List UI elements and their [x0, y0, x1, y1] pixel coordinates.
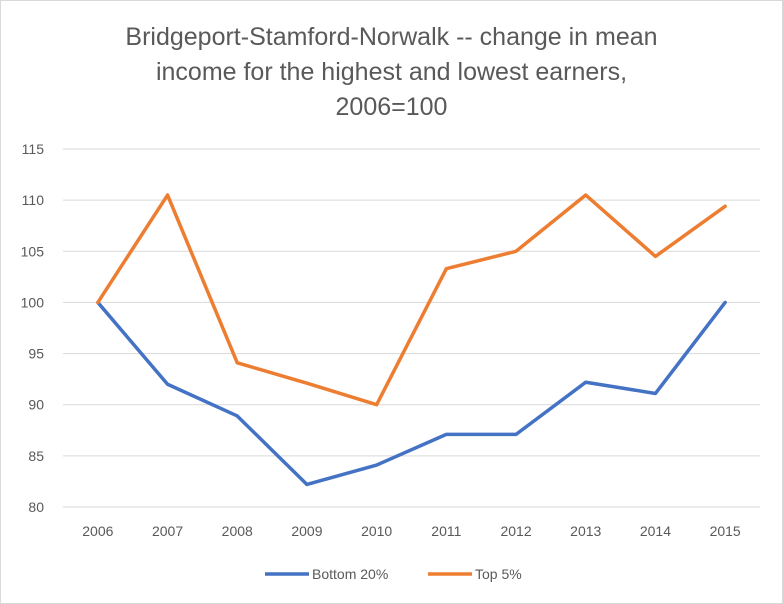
x-tick-label: 2009 [291, 523, 322, 539]
series-line-0 [96, 300, 727, 487]
gridlines [63, 148, 760, 508]
legend-label: Bottom 20% [312, 566, 388, 582]
chart-title-line-1: Bridgeport-Stamford-Norwalk -- change in… [125, 23, 658, 51]
series-lines [96, 193, 727, 487]
y-tick-label: 95 [28, 346, 44, 362]
x-axis-tick-labels: 2006 2007 2008 2009 2010 2011 2012 2013 2014 2015 [82, 523, 741, 539]
y-tick-label: 85 [28, 448, 44, 464]
chart-title-line-2: income for the highest and lowest earner… [155, 58, 628, 86]
y-tick-label: 105 [21, 243, 45, 259]
x-tick-label: 2014 [640, 523, 671, 539]
chart-title-line-3: 2006=100 [335, 93, 448, 121]
x-tick-label: 2006 [82, 523, 113, 539]
x-tick-label: 2010 [361, 523, 392, 539]
y-axis-tick-labels: 80 85 90 95 100 105 110 115 [21, 141, 45, 515]
legend-label: Top 5% [475, 566, 522, 582]
x-tick-label: 2011 [431, 523, 461, 539]
y-tick-label: 100 [21, 294, 45, 310]
y-tick-label: 80 [28, 499, 44, 515]
legend: Bottom 20% Top 5% [265, 566, 522, 582]
series-line-1 [96, 193, 727, 407]
x-tick-label: 2007 [152, 523, 183, 539]
x-tick-label: 2012 [500, 523, 531, 539]
x-tick-label: 2013 [570, 523, 601, 539]
y-tick-label: 90 [28, 397, 44, 413]
y-tick-label: 110 [22, 192, 45, 208]
x-tick-label: 2008 [222, 523, 253, 539]
x-tick-label: 2015 [710, 523, 741, 539]
chart-title: Bridgeport-Stamford-Norwalk -- change in… [60, 20, 723, 125]
y-tick-label: 115 [22, 141, 45, 157]
